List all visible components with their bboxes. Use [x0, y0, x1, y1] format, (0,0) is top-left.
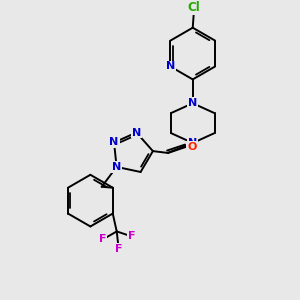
Text: N: N — [112, 162, 121, 172]
Text: O: O — [187, 142, 196, 152]
Text: N: N — [188, 138, 197, 148]
Text: F: F — [99, 234, 106, 244]
Text: Cl: Cl — [187, 1, 200, 14]
Text: N: N — [188, 98, 197, 108]
Text: F: F — [128, 231, 135, 242]
Text: N: N — [132, 128, 141, 137]
Text: N: N — [166, 61, 175, 71]
Text: N: N — [110, 137, 119, 148]
Text: F: F — [115, 244, 122, 254]
